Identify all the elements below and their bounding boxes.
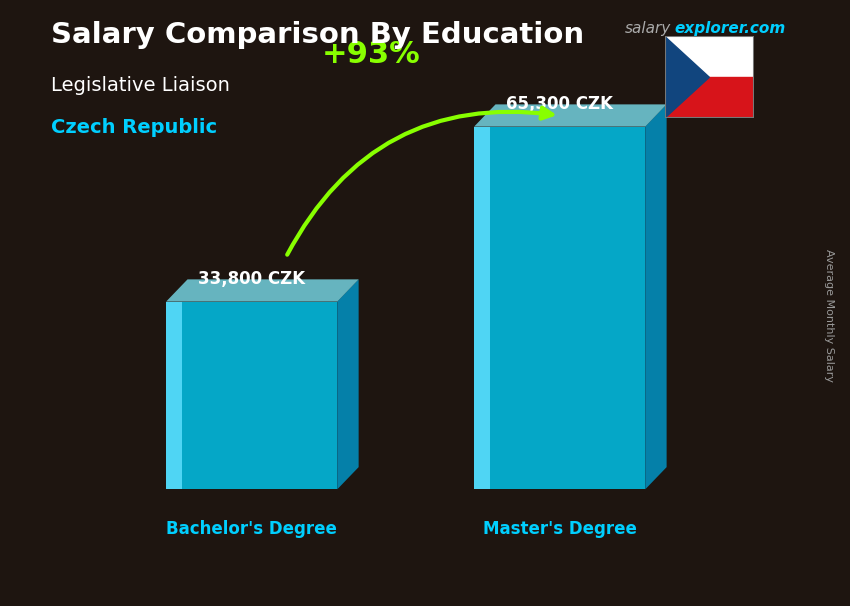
Text: Bachelor's Degree: Bachelor's Degree <box>167 520 337 538</box>
Text: Salary Comparison By Education: Salary Comparison By Education <box>51 21 584 49</box>
Text: Legislative Liaison: Legislative Liaison <box>51 76 230 95</box>
Polygon shape <box>166 302 337 490</box>
Text: Czech Republic: Czech Republic <box>51 118 217 137</box>
Polygon shape <box>474 127 490 490</box>
Text: Average Monthly Salary: Average Monthly Salary <box>824 248 834 382</box>
Polygon shape <box>474 127 645 490</box>
Polygon shape <box>665 36 709 118</box>
Text: 65,300 CZK: 65,300 CZK <box>507 95 613 113</box>
FancyArrowPatch shape <box>287 108 552 255</box>
Polygon shape <box>665 77 754 118</box>
Polygon shape <box>166 302 182 490</box>
Text: Master's Degree: Master's Degree <box>483 520 637 538</box>
Polygon shape <box>474 104 666 127</box>
Polygon shape <box>665 36 754 77</box>
Polygon shape <box>166 279 359 302</box>
Text: 33,800 CZK: 33,800 CZK <box>198 270 305 288</box>
Text: explorer.com: explorer.com <box>674 21 785 36</box>
Text: +93%: +93% <box>322 40 421 69</box>
Polygon shape <box>645 104 666 490</box>
Text: salary: salary <box>625 21 671 36</box>
Polygon shape <box>337 279 359 490</box>
